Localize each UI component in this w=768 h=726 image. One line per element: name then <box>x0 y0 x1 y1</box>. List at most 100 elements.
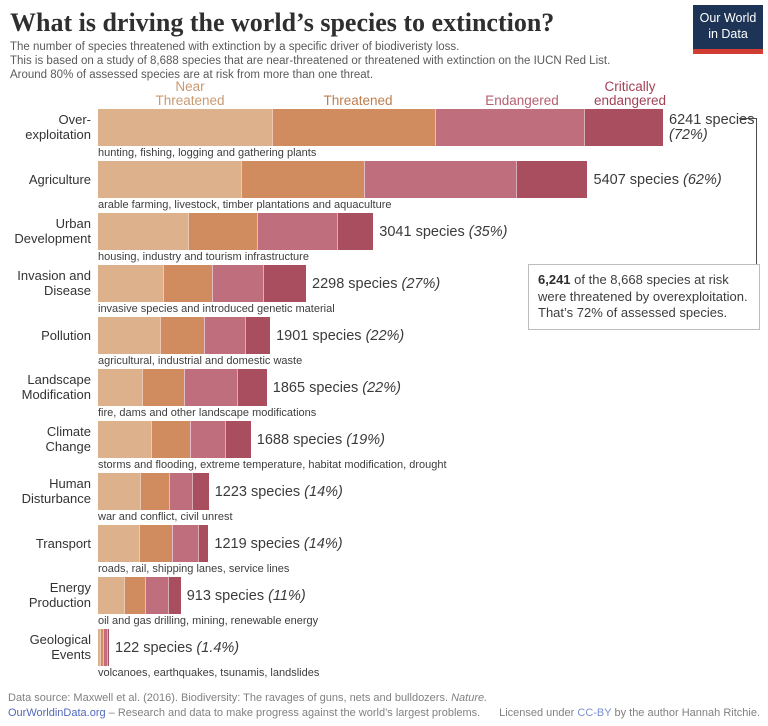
annotation-text: of the 8,668 species at risk were threat… <box>538 272 748 321</box>
series-header-near-threatened: Near Threatened <box>155 79 225 109</box>
stacked-bar-transport[interactable] <box>98 525 209 563</box>
subtitle-line-1: The number of species threatened with ex… <box>10 41 460 53</box>
bar-segment-endangered[interactable] <box>257 213 337 251</box>
value-label: 2298 species (27%) <box>312 275 441 292</box>
category-label: Urban Development <box>14 216 91 246</box>
bar-segment-critically-endangered[interactable] <box>515 161 588 199</box>
chart-row-agriculture: Agriculture 5407 species (62%) arable farm… <box>0 161 768 213</box>
footer-source: Data source: Maxwell et al. (2016). Biod… <box>8 691 760 706</box>
stacked-bar-geological-events[interactable] <box>98 629 109 667</box>
series-header-threatened: Threatened <box>323 93 393 109</box>
bar-segment-endangered[interactable] <box>102 629 107 667</box>
bar-segment-near-threatened[interactable] <box>98 161 242 199</box>
series-column-headers: Near Threatened Threatened Endangered Critic… <box>0 79 768 109</box>
ccby-link[interactable]: CC-BY <box>577 707 612 720</box>
bar-segment-near-threatened[interactable] <box>98 317 160 355</box>
stacked-bar-invasion-and-disease[interactable] <box>98 265 306 303</box>
bar-segment-near-threatened[interactable] <box>98 473 141 511</box>
bar-segment-endangered[interactable] <box>204 317 246 355</box>
bar-segment-threatened[interactable] <box>272 109 436 147</box>
category-label: Landscape Modification <box>21 372 91 402</box>
stacked-bar-over-exploitation[interactable] <box>98 109 663 147</box>
bar-segment-threatened[interactable] <box>100 629 103 667</box>
bar-segment-critically-endangered[interactable] <box>192 473 209 511</box>
bar-segment-endangered[interactable] <box>363 161 516 199</box>
category-label: Transport <box>35 535 91 551</box>
bar-segment-threatened[interactable] <box>159 317 205 355</box>
bar-segment-critically-endangered[interactable] <box>168 577 181 615</box>
bar-segment-critically-endangered[interactable] <box>262 265 306 303</box>
bar-segment-near-threatened[interactable] <box>98 213 189 251</box>
stacked-bar-human-disturbance[interactable] <box>98 473 209 511</box>
category-label: Pollution <box>41 327 91 343</box>
bar-segment-near-threatened[interactable] <box>98 577 124 615</box>
stacked-bar-pollution[interactable] <box>98 317 271 355</box>
bar-segment-threatened[interactable] <box>138 525 172 563</box>
chart-row-pollution: Pollution 1901 species (22%) agricultural,… <box>0 317 768 369</box>
bar-sublabel: housing, industry and tourism infrastruc… <box>98 251 309 264</box>
page-title: What is driving the world’s species to e… <box>10 8 555 37</box>
series-header-endangered: Endangered <box>485 93 559 109</box>
value-label: 6241 species (72%) <box>669 111 755 143</box>
bar-segment-near-threatened[interactable] <box>98 629 101 667</box>
value-label: 1223 species (14%) <box>214 483 343 500</box>
bar-segment-near-threatened[interactable] <box>98 109 273 147</box>
bar-segment-endangered[interactable] <box>145 577 169 615</box>
bar-segment-near-threatened[interactable] <box>98 421 151 459</box>
bar-segment-near-threatened[interactable] <box>98 265 164 303</box>
bar-segment-endangered[interactable] <box>190 421 226 459</box>
stacked-bar-agriculture[interactable] <box>98 161 588 199</box>
bar-segment-near-threatened[interactable] <box>98 369 142 407</box>
bar-segment-threatened[interactable] <box>241 161 364 199</box>
bar-sublabel: hunting, fishing, logging and gathering … <box>98 147 317 160</box>
category-label: Agriculture <box>28 171 91 187</box>
bar-segment-critically-endangered[interactable] <box>106 629 109 667</box>
owid-logo-line1: Our World <box>699 11 757 26</box>
bar-sublabel: oil and gas drilling, mining, renewable … <box>98 615 319 628</box>
bar-segment-near-threatened[interactable] <box>98 525 139 563</box>
bar-segment-critically-endangered[interactable] <box>225 421 251 459</box>
annotation-connector-horizontal <box>739 118 757 119</box>
stacked-bar-urban-development[interactable] <box>98 213 374 251</box>
bar-segment-endangered[interactable] <box>171 525 198 563</box>
bar-segment-critically-endangered[interactable] <box>584 109 663 147</box>
bar-sublabel: agricultural, industrial and domestic wa… <box>98 355 303 368</box>
footer-source-text: Data source: Maxwell et al. (2016). Biod… <box>8 692 452 705</box>
bar-sublabel: roads, rail, shipping lanes, service lin… <box>98 563 290 576</box>
owid-logo[interactable]: Our World in Data <box>693 5 763 54</box>
owid-logo-line2: in Data <box>708 27 748 41</box>
annotation-bold: 6,241 <box>538 272 571 287</box>
bar-segment-threatened[interactable] <box>163 265 213 303</box>
footer-tagline: – Research and data to make progress aga… <box>105 707 481 720</box>
value-label: 5407 species (62%) <box>593 171 722 188</box>
chart-row-geological-events: Geological Events 122 species (1.4%) volcan… <box>0 629 768 681</box>
bar-segment-threatened[interactable] <box>188 213 258 251</box>
chart-row-energy-production: Energy Production 913 species (11%) oil and… <box>0 577 768 629</box>
stacked-bar-energy-production[interactable] <box>98 577 181 615</box>
bar-segment-critically-endangered[interactable] <box>336 213 374 251</box>
license-suffix: by the author Hannah Ritchie. <box>611 707 760 720</box>
chart-row-urban-development: Urban Development 3041 species (35%) housin… <box>0 213 768 265</box>
bar-segment-critically-endangered[interactable] <box>197 525 209 563</box>
bar-segment-critically-endangered[interactable] <box>236 369 267 407</box>
annotation-connector-vertical <box>756 118 757 264</box>
bar-segment-endangered[interactable] <box>435 109 585 147</box>
subtitle-line-2: This is based on a study of 8,688 specie… <box>10 54 611 67</box>
bar-segment-endangered[interactable] <box>212 265 263 303</box>
bar-segment-threatened[interactable] <box>150 421 191 459</box>
bar-segment-endangered[interactable] <box>169 473 193 511</box>
stacked-bar-climate-change[interactable] <box>98 421 251 459</box>
value-label: 913 species (11%) <box>186 587 306 604</box>
bar-segment-threatened[interactable] <box>140 473 170 511</box>
stacked-bar-landscape-modification[interactable] <box>98 369 267 407</box>
bar-segment-threatened[interactable] <box>123 577 146 615</box>
bar-segment-critically-endangered[interactable] <box>245 317 271 355</box>
chart-rows: Over-exploitation 6241 species (72%) huntin… <box>0 109 768 681</box>
bar-segment-threatened[interactable] <box>141 369 184 407</box>
footer-source-journal: Nature. <box>451 692 488 705</box>
owid-link[interactable]: OurWorldinData.org <box>8 707 106 720</box>
bar-sublabel: war and conflict, civil unrest <box>98 511 233 524</box>
footer: Data source: Maxwell et al. (2016). Biod… <box>8 691 760 721</box>
bar-segment-endangered[interactable] <box>183 369 237 407</box>
subtitle-line-3: Around 80% of assessed species are at ri… <box>10 68 374 81</box>
